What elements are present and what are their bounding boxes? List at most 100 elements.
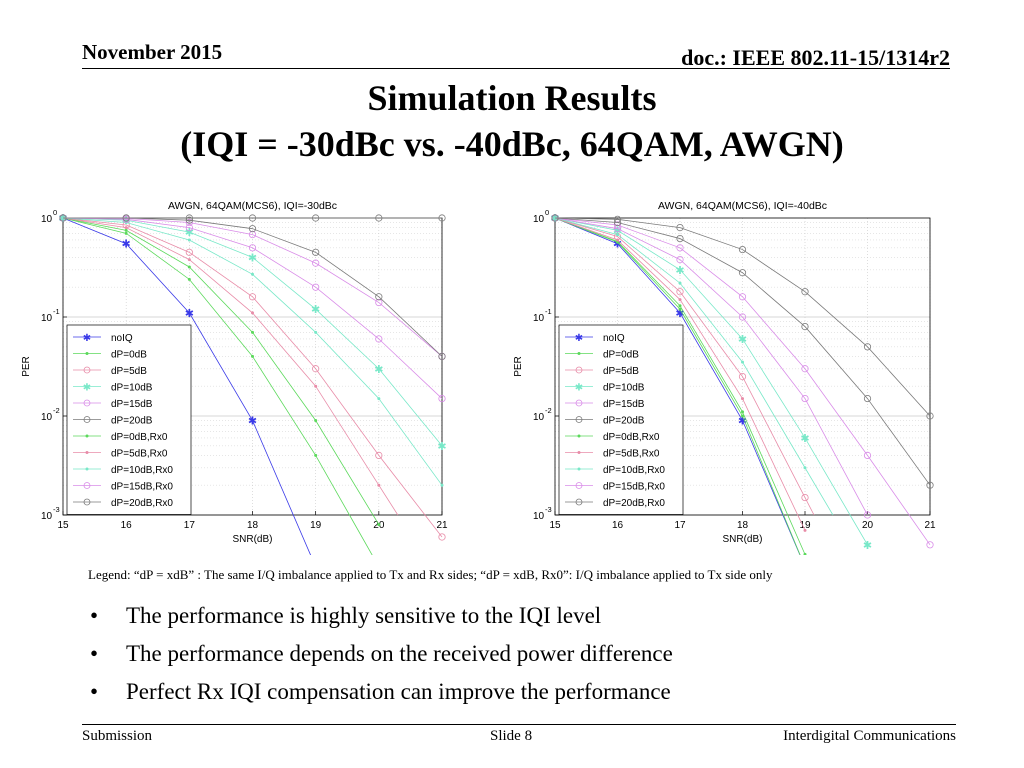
data-point [375,298,383,307]
series-line [62,217,443,538]
data-point [312,214,320,222]
series-line [62,217,312,555]
data-point [741,360,744,364]
legend-label: dP=0dB [603,350,639,361]
x-tick-label: 17 [674,520,686,531]
data-point [678,298,682,302]
data-point [124,226,128,230]
legend-label: noIQ [603,333,625,344]
x-tick-label: 18 [737,520,749,531]
y-axis-label: PER [21,356,32,377]
y-tick-exponent: -1 [53,307,60,316]
x-tick-label: 21 [436,520,448,531]
data-point [185,214,193,222]
legend-marker: ✱ [83,333,91,344]
data-point [738,245,747,254]
x-tick-label: 15 [57,520,69,531]
data-point [314,453,318,457]
y-tick-exponent: -2 [545,406,552,415]
x-tick-label: 16 [121,520,133,531]
legend-label: dP=5dB [603,366,639,377]
data-point [314,419,318,423]
y-tick-label: 10 [533,511,545,522]
series-line [554,217,931,486]
data-point [676,223,684,232]
data-point [377,483,381,487]
data-point [616,233,619,237]
chart-title: AWGN, 64QAM(MCS6), IQI=-30dBc [168,200,337,212]
data-point [377,523,381,527]
series-line [554,217,806,555]
footer-divider [82,724,956,725]
series-line [554,217,801,555]
charts-area: AWGN, 64QAM(MCS6), IQI=-30dBc 15 16 17 18 19 2… [21,200,936,555]
y-tick-label: 10 [41,214,53,225]
series-line [554,217,834,516]
data-point [312,365,320,373]
legend-marker [85,434,89,438]
data-point [801,288,809,296]
series-line [62,217,443,357]
data-point [676,256,684,264]
series-line [62,217,443,447]
data-point [438,533,446,541]
legend-marker [575,482,583,489]
data-point [438,394,446,403]
data-point [248,244,257,252]
data-point [741,414,744,418]
data-point [187,277,191,281]
legend-marker [83,399,91,407]
series-dp-15db [551,214,934,549]
data-point: ✱ [437,441,446,453]
legend-marker [575,399,583,407]
data-point [616,240,619,244]
y-tick-exponent: -1 [545,307,552,316]
data-point [676,244,684,252]
data-point [863,394,872,403]
data-point [185,216,193,224]
bullet-item: • The performance is highly sensitive to … [90,597,673,635]
x-tick-label: 20 [862,520,874,531]
data-point [926,481,934,489]
legend-marker: ✱ [575,333,583,344]
legend-label: dP=10dB [603,383,645,394]
footer-submission: Submission [82,728,153,744]
data-point [124,228,128,232]
x-tick-label: 17 [184,520,196,531]
y-tick-label: 10 [41,313,53,324]
legend-label: dP=0dB,Rx0 [603,432,660,443]
data-point [248,214,257,222]
data-point [438,214,446,222]
data-point: ✱ [122,239,131,251]
data-point [248,293,257,301]
legend-label: dP=15dB [603,399,645,410]
data-point [551,214,559,222]
data-point [678,281,682,285]
x-tick-label: 21 [924,520,936,531]
data-point [738,293,747,301]
bullet-text: Perfect Rx IQI compensation can improve … [126,679,671,704]
legend-marker: ✱ [83,383,91,394]
legend-marker [83,498,91,506]
data-point: ✱ [248,416,257,428]
x-tick-label: 19 [310,520,322,531]
legend-label: dP=20dB,Rx0 [603,498,665,509]
data-point: ✱ [675,265,684,277]
data-point [801,322,809,331]
data-point [187,265,191,269]
data-point [375,335,383,343]
data-point: ✱ [738,334,747,346]
header-divider [82,68,950,69]
data-point [616,238,619,242]
data-point [738,313,747,321]
bullet-dot-icon: • [90,603,99,628]
data-point [801,365,809,373]
x-axis-label: SNR(dB) [232,534,272,545]
data-point [312,248,320,256]
data-point [676,288,684,296]
legend-label: dP=0dB [111,350,147,361]
data-point: ✱ [613,225,622,237]
series-line [554,217,868,546]
series-dp-10db-rx0 [553,216,834,516]
data-point [803,466,807,470]
